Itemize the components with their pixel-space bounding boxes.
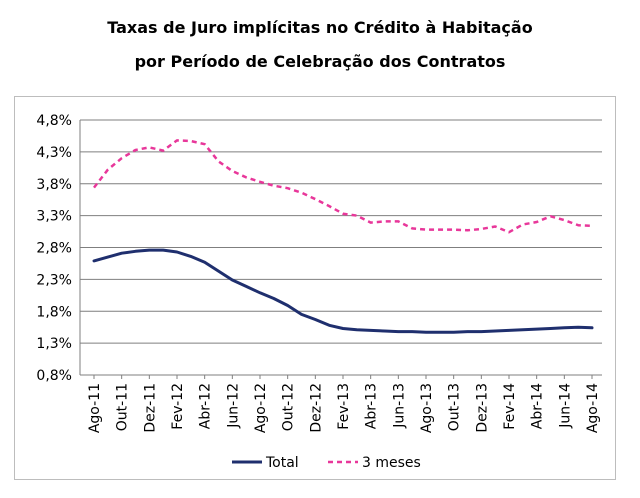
x-tick-label: Jun-14 [557,383,573,429]
series-line-3-meses [93,139,593,234]
series-line-total [92,248,594,334]
x-tick-label: Jun-13 [391,383,407,429]
y-tick-label: 4,8% [36,113,72,129]
y-tick-label: 1,3% [36,336,72,352]
y-tick-label: 1,8% [36,304,72,320]
x-tick-label: Fev-12 [170,383,186,430]
y-tick-label: 3,3% [36,209,72,225]
chart-subtitle: por Período de Celebração dos Contratos [134,52,506,71]
y-tick-label: 3,8% [36,177,72,193]
y-tick-label: 4,3% [36,145,72,161]
series-lines [92,139,594,334]
x-tick-label: Dez-11 [142,383,158,433]
x-tick-label: Fev-14 [502,383,518,430]
x-tick-label: Abr-12 [198,383,214,429]
x-tick-label: Ago-11 [87,383,103,433]
chart-title: Taxas de Juro implícitas no Crédito à Ha… [107,18,533,37]
y-tick-label: 2,3% [36,272,72,288]
y-tick-label: 0,8% [36,368,72,384]
x-tick-label: Ago-12 [253,383,269,433]
x-tick-label: Ago-13 [419,383,435,433]
legend: Total 3 meses [232,455,421,471]
y-axis-ticks: 0,8% 1,3% 1,8% 2,3% 2,8% 3,3% 3,8% 4,3% 4,8% [36,113,72,384]
x-tick-label: Fev-13 [336,383,352,430]
x-axis-ticks: Ago-11 Out-11 Dez-11 Fev-12 Abr-12 Jun-12 Ago-… [87,375,601,433]
y-tick-label: 2,8% [36,241,72,257]
x-tick-label: Out-11 [115,383,131,431]
x-tick-label: Jun-12 [225,383,241,429]
x-tick-label: Ago-14 [585,383,601,433]
x-tick-label: Abr-14 [530,383,546,429]
chart-frame [14,96,616,480]
x-tick-label: Dez-12 [308,383,324,433]
x-tick-label: Out-12 [281,383,297,431]
legend-label-3-meses: 3 meses [362,455,421,471]
legend-label-total: Total [265,455,299,471]
x-tick-label: Dez-13 [474,383,490,433]
x-tick-label: Out-13 [447,383,463,431]
x-tick-label: Abr-13 [364,383,380,429]
gridlines [79,119,602,376]
